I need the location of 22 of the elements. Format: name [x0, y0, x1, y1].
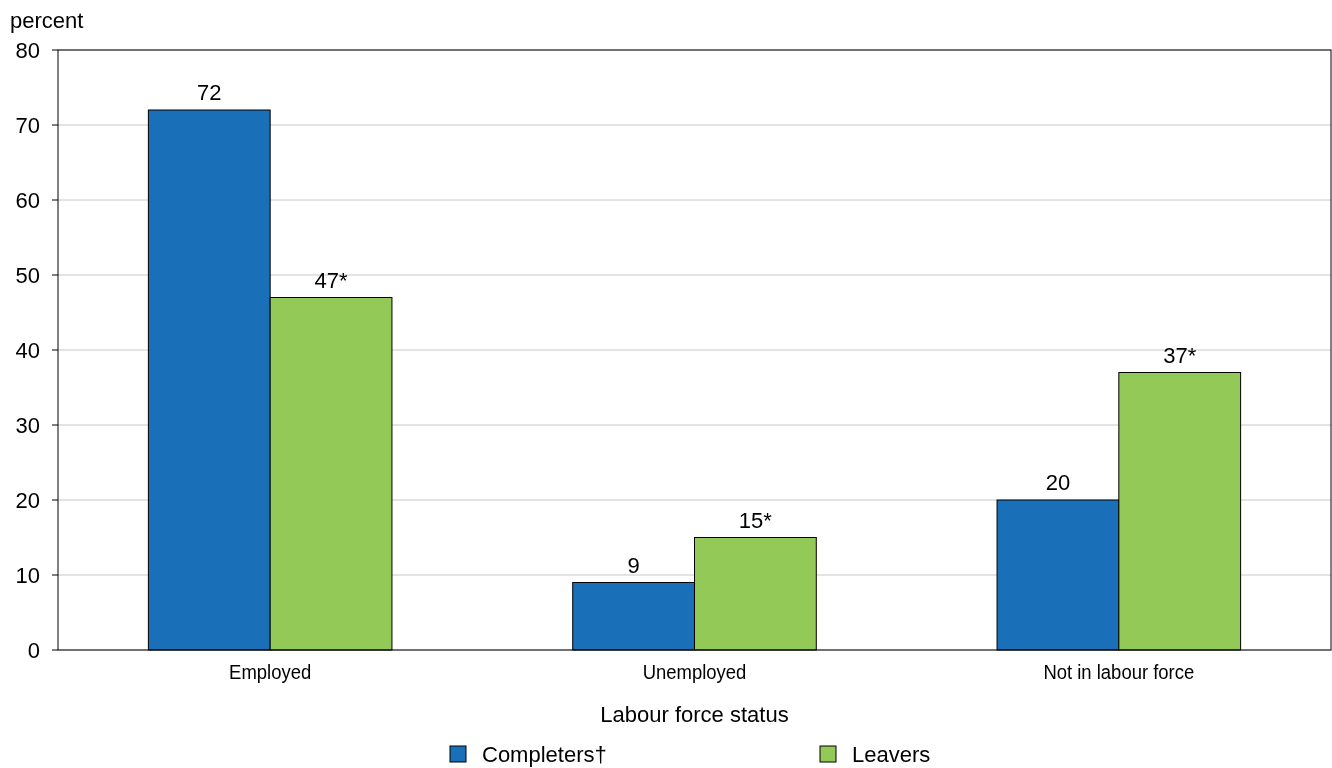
legend-label: Leavers	[852, 742, 931, 767]
x-tick-label: Not in labour force	[1043, 659, 1195, 684]
y-tick-label: 20	[15, 488, 40, 513]
data-label: 72	[197, 80, 222, 105]
y-tick-label: 40	[15, 338, 40, 363]
y-tick-label: 0	[27, 638, 40, 663]
data-label: 37*	[1163, 342, 1197, 368]
legend-label: Completers†	[482, 742, 607, 767]
data-label: 20	[1045, 470, 1071, 495]
data-label: 15*	[738, 507, 773, 533]
y-tick-label: 30	[15, 413, 40, 438]
y-tick-label: 10	[15, 563, 40, 588]
y-tick-label: 60	[15, 188, 40, 213]
y-tick-label: 70	[15, 113, 40, 138]
y-axis-title: percent	[10, 8, 84, 33]
x-tick-label: Unemployed	[642, 659, 747, 684]
x-axis-title: Labour force status	[600, 702, 789, 727]
data-label: 9	[627, 552, 640, 578]
data-label: 47*	[314, 267, 349, 293]
x-tick-label: Employed	[229, 659, 312, 684]
y-tick-label: 50	[15, 263, 40, 288]
y-tick-label: 80	[15, 38, 40, 63]
